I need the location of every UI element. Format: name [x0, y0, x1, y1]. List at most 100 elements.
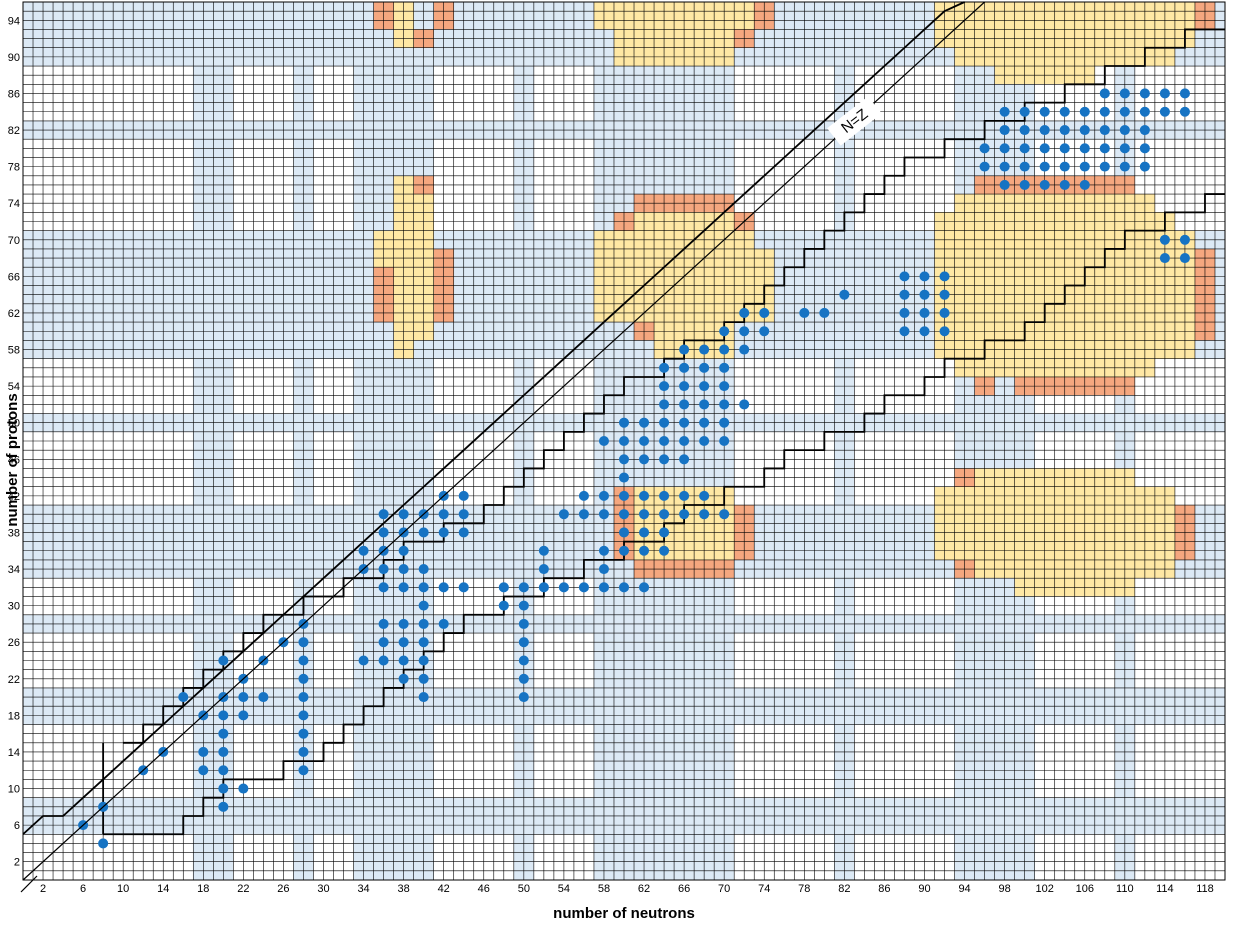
data-point	[659, 454, 670, 465]
data-point	[618, 435, 630, 447]
data-point	[418, 564, 429, 575]
data-point	[218, 801, 229, 812]
data-point	[398, 637, 409, 648]
data-point	[218, 655, 229, 666]
data-point	[398, 582, 409, 593]
data-point	[999, 161, 1010, 172]
data-point	[1039, 143, 1050, 154]
grid	[22, 1, 1226, 881]
data-point	[298, 692, 309, 703]
data-point	[1099, 106, 1110, 117]
data-point	[378, 527, 389, 538]
data-point	[618, 527, 630, 538]
data-point	[1059, 161, 1070, 172]
data-point	[198, 746, 209, 757]
data-point	[418, 618, 429, 629]
data-point	[598, 582, 609, 593]
x-tick-label: 98	[999, 883, 1011, 895]
data-point	[939, 289, 950, 300]
data-point	[518, 600, 529, 611]
x-tick-label: 66	[678, 883, 690, 895]
data-point	[518, 637, 529, 648]
data-point	[218, 783, 229, 794]
data-point	[639, 454, 650, 465]
data-point	[1139, 106, 1150, 117]
data-point	[398, 618, 409, 629]
x-tick-label: 34	[357, 883, 369, 895]
data-point	[639, 509, 650, 520]
data-point	[1159, 88, 1170, 99]
data-point	[699, 362, 710, 373]
data-point	[999, 106, 1010, 117]
data-point	[1059, 125, 1070, 136]
x-tick-label: 38	[398, 883, 410, 895]
boundary-inner	[123, 28, 1225, 744]
y-tick-label: 58	[8, 345, 20, 357]
data-point	[719, 417, 730, 428]
data-point	[639, 582, 650, 593]
data-point	[659, 527, 670, 538]
data-point	[1179, 106, 1190, 117]
data-point	[839, 289, 850, 300]
data-point	[699, 509, 710, 520]
data-point	[578, 582, 589, 593]
data-point	[518, 582, 529, 593]
data-point	[1099, 125, 1110, 136]
data-point	[679, 381, 690, 392]
data-point	[699, 381, 710, 392]
data-point	[438, 509, 449, 520]
data-point	[618, 490, 630, 501]
data-point	[739, 326, 750, 337]
data-point	[1019, 106, 1030, 117]
data-point	[939, 307, 950, 318]
data-point	[218, 710, 229, 721]
data-point	[418, 673, 429, 684]
data-point	[1079, 161, 1090, 172]
data-point	[418, 637, 429, 648]
data-point	[438, 618, 449, 629]
data-point	[679, 454, 690, 465]
x-tick-label: 82	[838, 883, 850, 895]
data-point	[899, 326, 910, 337]
x-tick-label: 42	[438, 883, 450, 895]
x-tick-label: 30	[317, 883, 329, 895]
data-point	[1119, 88, 1130, 99]
data-point	[939, 326, 950, 337]
x-tick-label: 86	[878, 883, 890, 895]
data-point	[659, 490, 670, 501]
data-point	[679, 509, 690, 520]
data-point	[679, 362, 690, 373]
data-point	[458, 509, 469, 520]
data-point	[639, 527, 650, 538]
data-point	[298, 673, 309, 684]
data-point	[919, 307, 930, 318]
data-point	[739, 307, 750, 318]
data-point	[558, 509, 569, 520]
y-tick-label: 82	[8, 125, 20, 137]
x-tick-label: 2	[40, 883, 46, 895]
data-point	[518, 618, 529, 629]
data-point	[1139, 125, 1150, 136]
data-point	[238, 783, 249, 794]
data-point	[639, 417, 650, 428]
y-tick-label: 54	[8, 381, 20, 393]
data-point	[458, 490, 469, 501]
x-tick-label: 106	[1076, 883, 1094, 895]
y-tick-label: 10	[8, 784, 20, 796]
data-point	[1039, 106, 1050, 117]
data-point	[378, 564, 389, 575]
data-point	[1039, 125, 1050, 136]
data-point	[298, 746, 309, 757]
data-point	[1059, 106, 1070, 117]
x-tick-label: 26	[277, 883, 289, 895]
x-tick-label: 14	[157, 883, 169, 895]
data-point	[979, 143, 990, 154]
data-point	[719, 362, 730, 373]
data-point	[679, 490, 690, 501]
data-point	[438, 527, 449, 538]
data-point	[1159, 234, 1170, 245]
data-point	[659, 362, 670, 373]
data-point	[98, 838, 109, 849]
data-point	[1079, 106, 1090, 117]
data-point	[1179, 234, 1190, 245]
